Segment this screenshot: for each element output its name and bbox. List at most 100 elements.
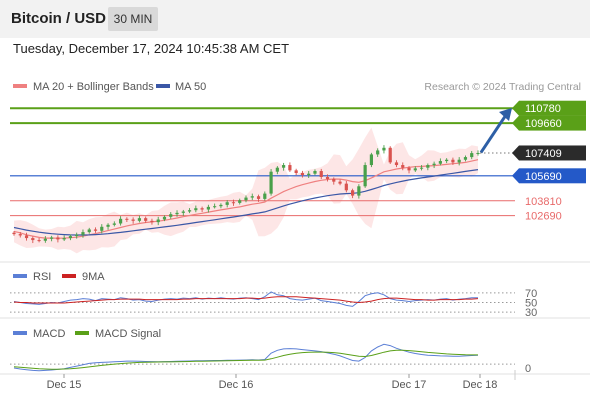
- candle-body: [338, 181, 342, 184]
- candle: [219, 203, 223, 209]
- candle-body: [275, 167, 279, 172]
- candle-body: [37, 240, 41, 242]
- candle: [445, 158, 449, 164]
- candle: [75, 232, 79, 239]
- rsi-ma-line: [13, 296, 479, 304]
- legend-swatch-rsi: [13, 274, 27, 278]
- candle-body: [263, 193, 267, 199]
- candle: [144, 216, 148, 223]
- candle: [275, 166, 279, 175]
- candle: [200, 206, 204, 213]
- candle: [238, 198, 242, 205]
- candle-body: [382, 147, 386, 151]
- candle-body: [363, 165, 367, 187]
- candle-body: [419, 167, 424, 169]
- candle: [131, 217, 135, 224]
- candle-body: [194, 208, 198, 211]
- candle: [350, 188, 355, 199]
- x-tick-label: Dec 17: [392, 379, 427, 391]
- candle: [169, 212, 173, 219]
- candle-body: [213, 206, 217, 208]
- legend-swatch-macd: [13, 331, 27, 335]
- candle: [125, 217, 129, 223]
- legend-swatch-ma50: [156, 84, 170, 88]
- candle: [376, 148, 380, 157]
- candle-body: [238, 200, 242, 203]
- candle-body: [206, 206, 210, 210]
- candle: [401, 162, 405, 171]
- candle: [282, 162, 286, 171]
- x-tick-label: Dec 15: [47, 379, 82, 391]
- rsi-level-label: 30: [525, 307, 537, 319]
- candle: [419, 165, 424, 171]
- candle: [269, 169, 273, 196]
- candle-body: [451, 159, 455, 163]
- candle-body: [12, 232, 16, 235]
- candle-body: [244, 197, 248, 201]
- forecast-arrow-shaft: [479, 114, 508, 154]
- candle-body: [470, 153, 474, 158]
- ma50-line: [13, 169, 479, 236]
- candle-body: [137, 218, 142, 221]
- level-label-pointer: [512, 145, 519, 161]
- candle: [470, 150, 474, 160]
- macd-line: [13, 343, 479, 372]
- candle: [294, 168, 298, 176]
- candle: [438, 158, 442, 166]
- macd-signal-line: [13, 349, 478, 370]
- candle: [175, 210, 179, 217]
- candle-body: [75, 234, 79, 237]
- candle-body: [200, 208, 204, 210]
- legend-swatch-ma20: [13, 84, 27, 88]
- level-label-resistance: 110780: [525, 103, 561, 115]
- candle: [263, 191, 267, 201]
- candle: [363, 162, 367, 188]
- candle: [307, 171, 311, 178]
- candle: [332, 177, 336, 185]
- candle: [457, 157, 461, 166]
- candle-body: [426, 165, 430, 168]
- level-label-pointer: [512, 115, 519, 131]
- candle: [150, 218, 154, 225]
- candle-body: [350, 190, 355, 196]
- candle-body: [332, 178, 336, 182]
- candle-body: [438, 161, 442, 164]
- bollinger-band: [14, 127, 478, 254]
- candle: [68, 234, 73, 241]
- rsi-level-label: 50: [525, 298, 537, 310]
- level-label-support: 102690: [525, 211, 562, 223]
- candle-body: [125, 218, 129, 220]
- candle: [31, 236, 35, 244]
- candle: [413, 166, 417, 172]
- candle: [432, 161, 436, 169]
- candle-body: [43, 238, 47, 241]
- level-label-box: [519, 145, 586, 161]
- candle-body: [476, 152, 480, 154]
- candle-body: [87, 229, 91, 233]
- timeframe-badge[interactable]: 30 MIN: [108, 7, 158, 31]
- candle-body: [62, 238, 66, 240]
- level-label-pointer: [512, 168, 519, 184]
- candle: [338, 179, 342, 186]
- candle: [256, 194, 261, 202]
- candle: [313, 169, 317, 176]
- candle-body: [319, 171, 323, 177]
- candle: [344, 180, 348, 193]
- instrument-title: Bitcoin / USD: [11, 10, 107, 27]
- candle-body: [300, 173, 305, 176]
- candle: [288, 162, 292, 172]
- candle: [388, 146, 392, 164]
- candle: [118, 216, 123, 226]
- candle: [37, 237, 41, 243]
- candle: [250, 193, 254, 201]
- header-bar: Bitcoin / USD 30 MIN: [0, 0, 590, 38]
- level-label-pivot: 105690: [525, 171, 562, 183]
- candle-body: [313, 171, 317, 174]
- candle-body: [18, 234, 22, 236]
- candle: [93, 227, 98, 233]
- candle: [244, 195, 248, 203]
- candle-body: [457, 159, 461, 163]
- candle: [451, 157, 455, 165]
- level-label-resistance: 109660: [525, 118, 562, 130]
